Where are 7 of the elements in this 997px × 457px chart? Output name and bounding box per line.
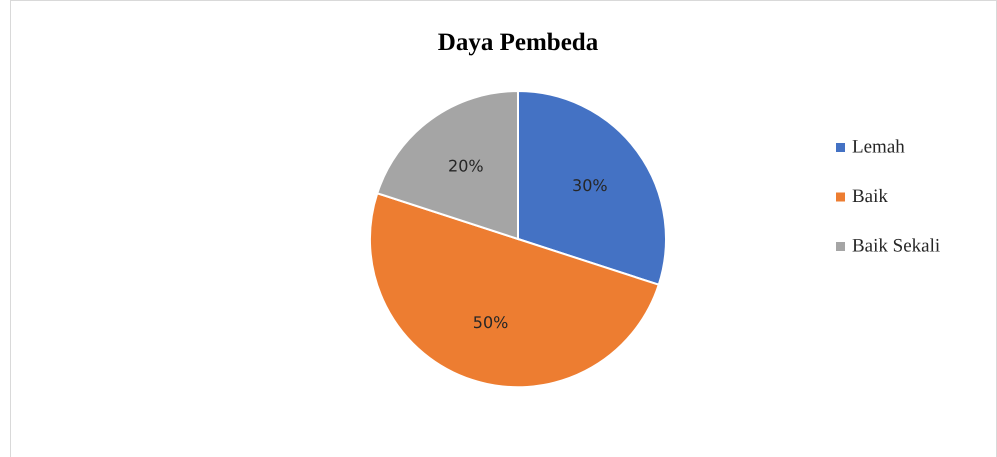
- legend-label: Baik: [852, 186, 888, 207]
- chart-title: Daya Pembeda: [438, 29, 599, 56]
- legend-label: Lemah: [852, 136, 906, 158]
- data-label: 50%: [472, 312, 508, 332]
- data-label: 20%: [448, 156, 484, 176]
- data-label: 30%: [572, 176, 608, 196]
- legend-label: Baik Sekali: [852, 235, 940, 256]
